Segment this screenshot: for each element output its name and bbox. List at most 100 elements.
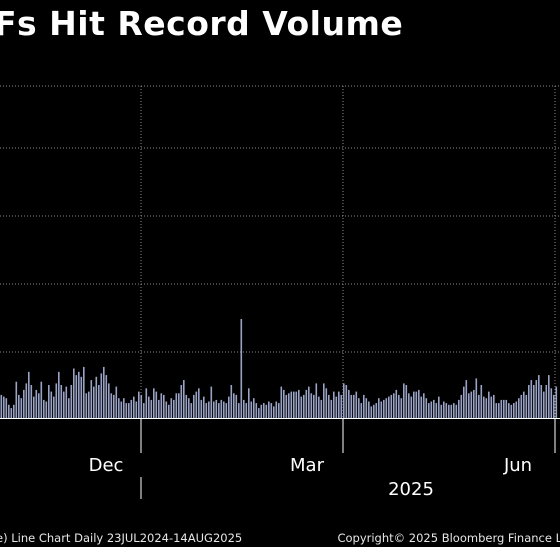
bar [123,398,125,418]
bar [213,401,215,418]
bar [268,401,270,418]
bar [153,388,155,418]
bar [523,391,525,418]
bar [483,396,485,418]
bar [10,408,13,418]
bar [473,389,475,418]
bar [368,401,370,418]
x-tick-label: Jun [503,455,532,476]
bar [485,398,488,418]
bar [440,404,443,418]
bar [280,386,283,418]
bar [468,393,470,419]
bar [120,401,123,418]
bar [58,371,60,418]
bar [85,393,88,419]
bar [98,385,100,418]
bar [108,383,110,418]
bar [378,398,380,418]
bar [128,403,130,418]
bar [33,396,35,418]
bar [15,381,18,418]
bar [210,386,213,418]
bar [263,403,265,418]
bar [83,366,85,418]
bar [168,404,170,418]
bar [308,386,310,418]
x-axis: Dec Mar Jun 2025 [0,418,560,500]
bar [293,391,295,418]
bar [55,383,58,418]
bar [68,398,70,418]
bar [253,398,255,418]
bar [360,403,363,418]
bar [425,398,428,418]
bar [50,391,53,418]
bar [528,385,530,418]
bar [45,401,48,418]
bar [498,403,500,418]
year-label: 2025 [388,479,434,500]
bar [215,399,218,418]
bar [525,394,528,418]
bar [545,385,548,418]
bar [445,403,448,418]
bar [243,399,245,418]
bar [155,391,158,418]
bar [258,408,260,418]
bar [298,389,300,418]
bar [260,404,263,418]
bar [125,403,128,418]
bar [265,404,268,418]
bar [358,398,360,418]
bar [518,398,520,418]
bar [273,406,275,418]
bar [538,375,540,418]
bar [250,401,253,418]
bar [25,383,28,418]
bar [315,383,318,418]
bar [380,401,383,418]
bar [413,391,415,418]
bar [520,394,523,418]
bar [200,399,203,418]
bar [388,396,390,418]
bar [328,394,330,418]
bar [530,380,533,418]
bar [235,394,238,418]
bar [385,398,388,418]
bar [100,373,103,418]
bar [330,399,333,418]
bar [270,403,273,418]
bar [475,378,478,418]
bar [458,399,460,418]
bar [463,386,465,418]
bar [353,394,355,418]
bar [505,399,508,418]
bar [78,371,80,418]
bar [415,391,418,418]
bar-series [0,319,558,419]
bar [395,389,398,418]
bar [133,396,135,418]
x-tick-label: Dec [89,455,124,476]
bar [225,403,228,418]
bar [0,394,3,418]
bar [500,399,503,418]
bar [178,393,180,419]
bar [375,403,378,418]
bar [65,386,68,418]
bar [535,380,538,418]
bar [53,396,55,418]
bar [220,399,223,418]
bar [193,394,195,418]
bar [495,403,498,418]
bar [23,389,25,418]
bar [325,388,328,418]
bar [118,398,120,418]
bar [255,403,258,418]
bar [238,403,240,418]
bar [150,399,153,418]
chart-title: Fs Hit Record Volume [0,4,404,43]
